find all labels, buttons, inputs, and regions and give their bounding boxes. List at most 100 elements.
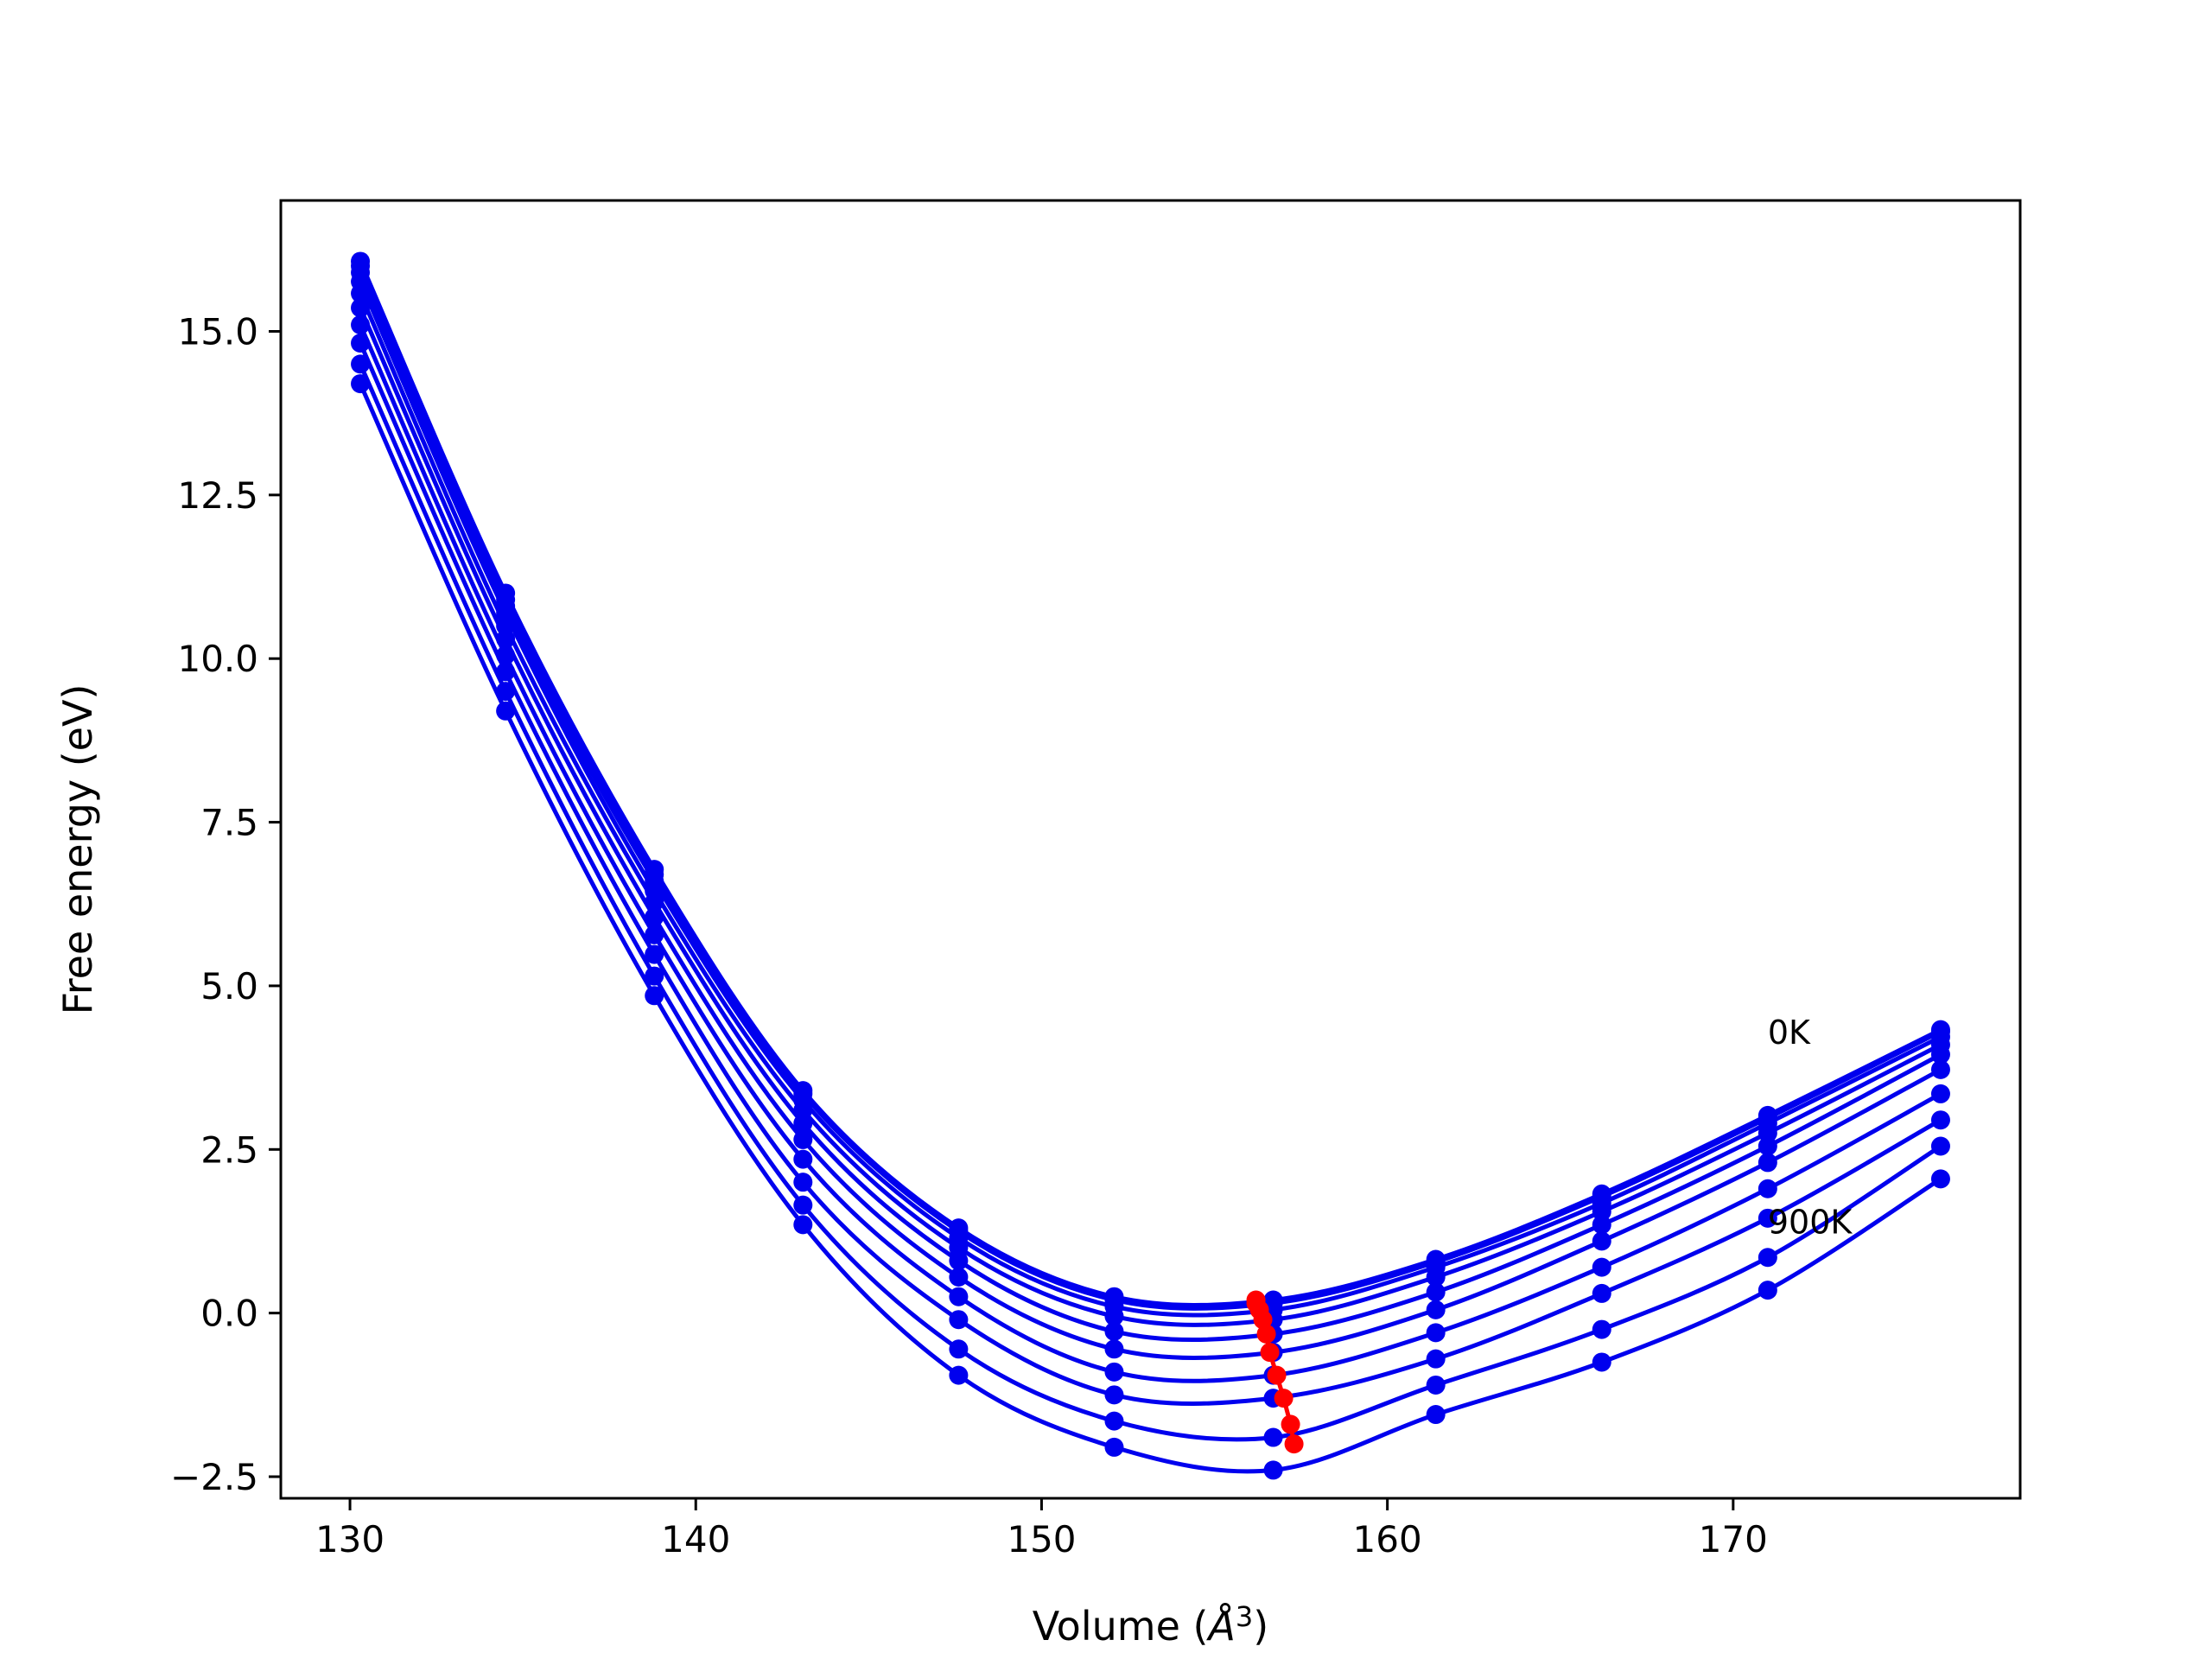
minimum-point <box>1281 1414 1300 1434</box>
minimum-point <box>1253 1310 1273 1330</box>
data-point <box>645 892 664 912</box>
data-point <box>1263 1460 1283 1480</box>
data-point <box>645 966 664 986</box>
series-curve <box>358 260 1942 1308</box>
series-curve <box>358 292 1942 1343</box>
data-point <box>1104 1306 1124 1326</box>
data-point <box>1426 1349 1446 1369</box>
data-point <box>496 662 516 682</box>
x-axis-ticks: 130 140 150 160 170 <box>315 1498 1768 1560</box>
data-point <box>1758 1248 1777 1268</box>
data-point <box>1592 1202 1611 1222</box>
x-axis-label: Volume (Å3) <box>1033 1600 1268 1649</box>
data-point <box>1758 1281 1777 1300</box>
data-point <box>645 907 664 927</box>
data-point <box>949 1267 969 1287</box>
data-point <box>1930 1059 1950 1079</box>
minimum-point <box>1256 1324 1276 1344</box>
minimum-point <box>1274 1389 1294 1408</box>
data-point <box>496 645 516 665</box>
data-point <box>1592 1257 1611 1277</box>
x-tick-label: 140 <box>661 1518 730 1560</box>
plot-frame <box>279 199 2022 1500</box>
series-curve <box>358 342 1942 1407</box>
data-point <box>793 1113 813 1133</box>
x-tick-label: 160 <box>1353 1518 1422 1560</box>
data-point <box>351 283 371 303</box>
y-tick-label: 15.0 <box>177 310 258 353</box>
data-point <box>1930 1084 1950 1103</box>
data-point <box>1426 1323 1446 1343</box>
y-tick-label: 0.0 <box>200 1293 258 1335</box>
data-point <box>1104 1437 1124 1457</box>
x-tick-label: 150 <box>1007 1518 1076 1560</box>
series-points <box>351 251 1950 1480</box>
data-point <box>351 298 371 318</box>
data-point <box>645 925 664 944</box>
data-point <box>793 1100 813 1120</box>
curve-annotation: 0K <box>1768 1014 1811 1052</box>
data-point <box>949 1310 969 1330</box>
data-point <box>496 616 516 636</box>
data-point <box>1930 1110 1950 1130</box>
data-point <box>351 315 371 334</box>
data-point <box>1426 1300 1446 1319</box>
data-point <box>949 1339 969 1359</box>
data-point <box>1592 1215 1611 1235</box>
data-point <box>1426 1282 1446 1302</box>
data-point <box>1104 1385 1124 1405</box>
curve-annotations: 0K 900K <box>1768 1014 1853 1242</box>
y-tick-label: −2.5 <box>170 1456 258 1498</box>
data-point <box>793 1215 813 1235</box>
curve-annotation: 900K <box>1768 1204 1853 1242</box>
minimum-point <box>1284 1434 1304 1454</box>
series-curve <box>358 271 1942 1318</box>
minimum-point <box>1267 1365 1287 1385</box>
data-point <box>351 354 371 374</box>
data-point <box>496 701 516 721</box>
data-point <box>645 986 664 1006</box>
data-point <box>1263 1427 1283 1447</box>
data-point <box>1592 1231 1611 1251</box>
y-tick-label: 5.0 <box>200 965 258 1007</box>
data-point <box>496 682 516 702</box>
data-point <box>1104 1362 1124 1382</box>
series-curve <box>358 383 1942 1474</box>
series-curve <box>358 363 1942 1442</box>
data-point <box>1104 1321 1124 1341</box>
y-axis-ticks: −2.5 0.0 2.5 5.0 7.5 10.0 12.5 15.0 <box>170 310 281 1498</box>
data-point <box>793 1173 813 1192</box>
minimum-points <box>1246 1290 1304 1454</box>
data-point <box>1104 1411 1124 1431</box>
data-point <box>949 1237 969 1257</box>
data-point <box>1426 1405 1446 1425</box>
data-point <box>1592 1319 1611 1339</box>
minimum-point <box>1260 1343 1280 1363</box>
x-tick-label: 130 <box>315 1518 385 1560</box>
data-point <box>496 603 516 623</box>
data-point <box>1592 1283 1611 1303</box>
data-point <box>1592 1352 1611 1372</box>
data-point <box>1930 1169 1950 1189</box>
y-tick-label: 10.0 <box>177 638 258 680</box>
data-point <box>1104 1339 1124 1359</box>
data-point <box>1930 1136 1950 1156</box>
y-tick-label: 12.5 <box>177 474 258 517</box>
data-point <box>1930 1045 1950 1065</box>
y-tick-label: 7.5 <box>200 802 258 844</box>
data-point <box>1758 1208 1777 1228</box>
series-curve <box>358 280 1942 1327</box>
data-point <box>645 944 664 964</box>
series-curve <box>358 264 1942 1311</box>
data-point <box>1758 1153 1777 1173</box>
series-curves <box>358 260 1942 1474</box>
data-point <box>1758 1136 1777 1156</box>
data-point <box>793 1149 813 1169</box>
y-axis-label: Free energy (eV) <box>54 684 101 1015</box>
data-point <box>1426 1375 1446 1395</box>
data-point <box>496 629 516 649</box>
series-curve <box>358 307 1942 1360</box>
y-tick-label: 2.5 <box>200 1128 258 1171</box>
series-curve <box>358 323 1942 1383</box>
